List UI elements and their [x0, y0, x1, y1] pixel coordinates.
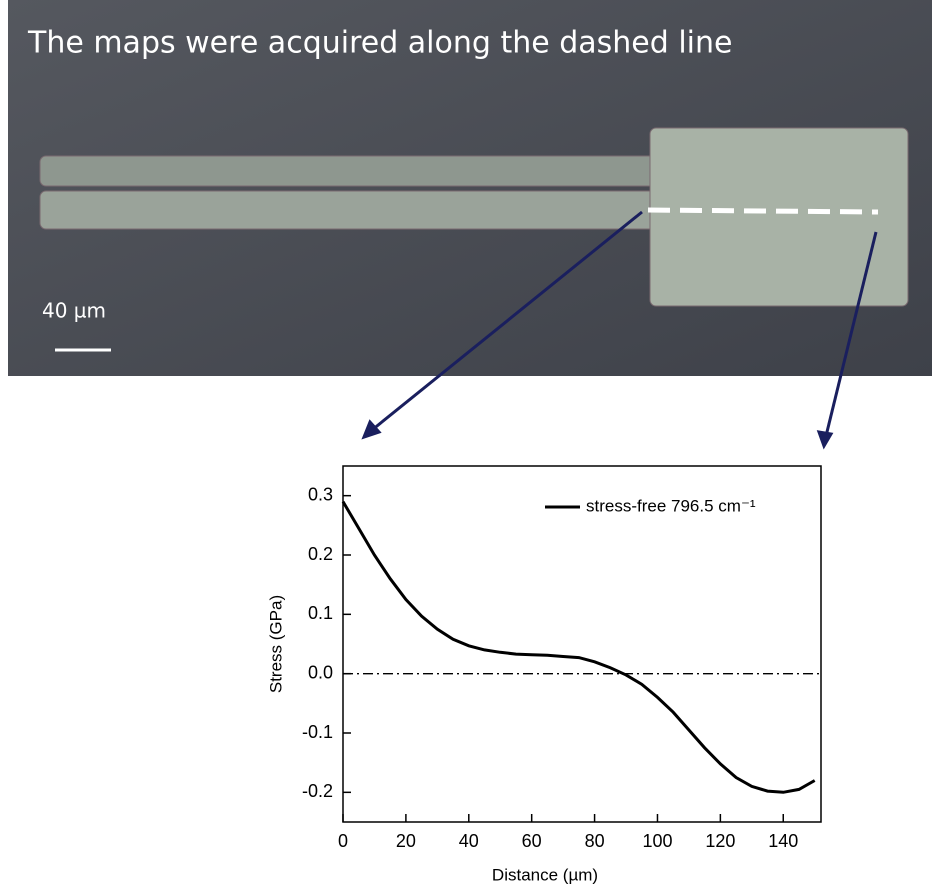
arrow [824, 231, 878, 437]
y-axis-label: Stress (GPa) [266, 595, 285, 693]
y-tick-label: 0.1 [308, 603, 333, 623]
x-tick-label: 100 [642, 831, 672, 851]
x-tick-label: 40 [459, 831, 479, 851]
pad [649, 127, 909, 307]
legend-label: stress-free 796.5 cm⁻¹ [586, 496, 756, 515]
y-tick-label: 0.2 [308, 544, 333, 564]
y-tick-label: -0.2 [302, 781, 333, 801]
arrow-head [816, 430, 834, 450]
x-tick-label: 140 [768, 831, 798, 851]
x-tick-label: 60 [522, 831, 542, 851]
y-tick-label: 0.3 [308, 484, 333, 504]
x-tick-label: 120 [705, 831, 735, 851]
data-line [341, 500, 816, 794]
arrow [371, 210, 643, 432]
x-axis-label: Distance (µm) [492, 865, 598, 884]
caption: The maps were acquired along the dashed … [27, 26, 732, 61]
plot-frame [342, 465, 822, 823]
micrograph: The maps were acquired along the dashed … [8, 0, 932, 376]
arrow-head [361, 419, 382, 440]
arrows [361, 210, 878, 450]
cantilever-arm [39, 155, 661, 187]
x-tick-label: 0 [338, 831, 348, 851]
x-tick-label: 20 [396, 831, 416, 851]
y-tick-label: 0.0 [308, 662, 333, 682]
y-tick-label: -0.1 [302, 722, 333, 742]
chart: Distance (µm) Stress (GPa) 0 20 40 60 80 100 1… [266, 465, 822, 884]
dashed-line [647, 207, 879, 215]
scale-label: 40 µm [42, 299, 106, 323]
x-tick-label: 80 [585, 831, 605, 851]
cantilever-arm [39, 190, 661, 230]
